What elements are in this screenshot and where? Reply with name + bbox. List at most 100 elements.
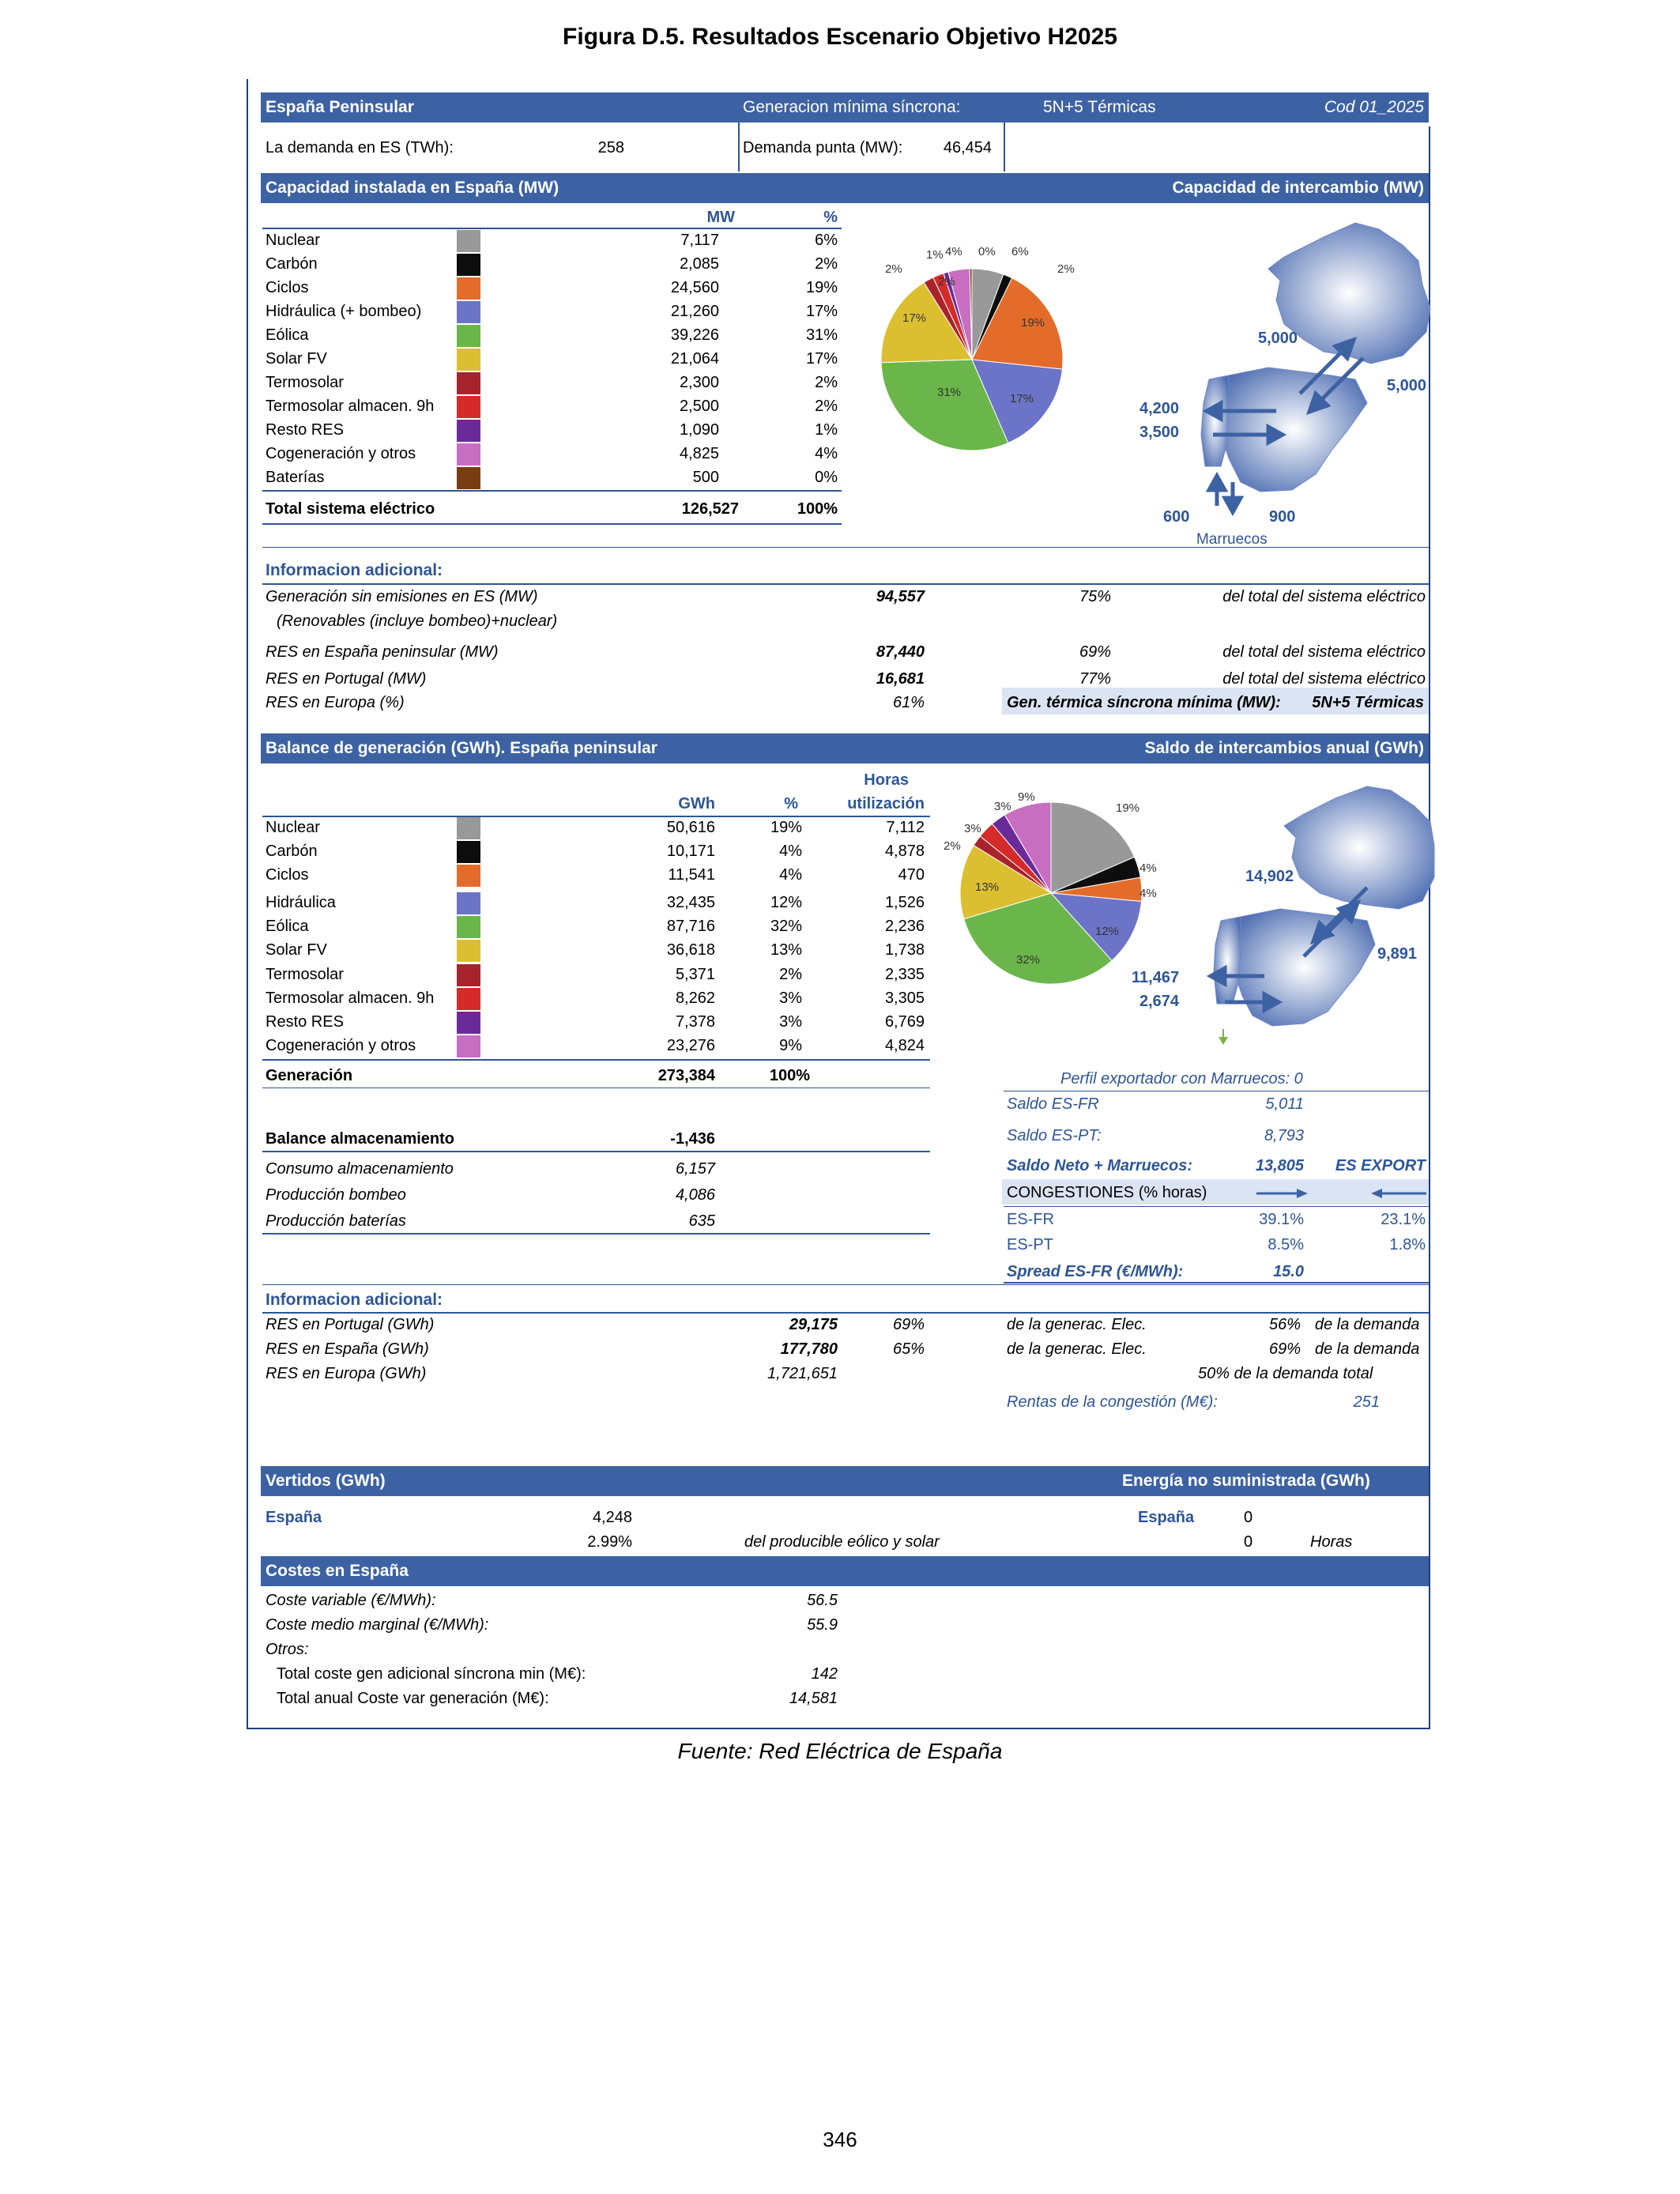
pie-label: 4%	[1139, 861, 1157, 875]
divider	[1004, 1206, 1429, 1207]
cap-row-name: Termosolar almacen. 9h	[266, 398, 435, 415]
bal-row-gwh: 8,262	[675, 990, 715, 1007]
pie-slice	[1004, 801, 1052, 895]
export-arrow-icon	[1297, 1189, 1308, 1198]
cap-row-pct: 2%	[815, 374, 838, 391]
divider	[262, 1284, 1429, 1285]
saldo-fr-label: Saldo ES-FR	[1007, 1095, 1099, 1113]
col-pct: %	[823, 209, 838, 226]
info1-row-pct: 77%	[1079, 670, 1111, 688]
cap-row-name: Termosolar	[266, 374, 344, 391]
bal-row-pct: 2%	[779, 966, 802, 983]
divider	[262, 1151, 930, 1152]
cap-row-pct: 31%	[805, 326, 838, 344]
info1-row-value: 94,557	[876, 588, 925, 605]
cap-row-mw: 1,090	[679, 421, 719, 439]
pie-label: 17%	[1010, 392, 1034, 405]
divider	[262, 1233, 930, 1235]
cap-row-swatch	[457, 230, 480, 252]
pie-slice	[971, 277, 1064, 370]
morocco-profile: Perfil exportador con Marruecos: 0	[1060, 1070, 1303, 1088]
bal-row-gwh: 32,435	[666, 894, 715, 911]
bal-row-hours: 4,824	[884, 1037, 925, 1054]
storage-row-label: Consumo almacenamiento	[266, 1160, 454, 1178]
bal-row-hours: 7,112	[886, 819, 925, 836]
bal-row-swatch	[457, 964, 480, 986]
gen-min-label: Generacion mínima síncrona:	[743, 98, 961, 116]
cap-row-name: Carbón	[266, 255, 318, 273]
bal-row-gwh: 36,618	[666, 941, 715, 959]
bal-row-name: Eólica	[266, 918, 309, 935]
pie-label: 32%	[1016, 953, 1041, 967]
spain-france-map-capacity	[1200, 222, 1431, 517]
cost-row-label: Coste medio marginal (€/MWh):	[266, 1616, 489, 1634]
cong-row-import: 23.1%	[1381, 1211, 1426, 1228]
storage-row-value: 635	[688, 1212, 715, 1230]
storage-row-label: Producción baterías	[266, 1212, 406, 1230]
vertidos-es-note: del producible eólico y solar	[744, 1533, 940, 1551]
vertidos-es-pct: 2.99%	[587, 1533, 632, 1551]
pt-import-capacity: 4,200	[1139, 400, 1180, 417]
divider	[262, 490, 842, 492]
cost-row-value: 142	[811, 1665, 838, 1683]
bal-row-hours: 3,305	[884, 990, 925, 1007]
frame-left-border	[247, 79, 248, 1729]
rent-label: Rentas de la congestión (M€):	[1007, 1393, 1218, 1411]
info2-row-value: 177,780	[780, 1340, 838, 1358]
ens-hours-label: Horas	[1310, 1533, 1353, 1551]
fr-export-capacity: 5,000	[1258, 330, 1298, 347]
rent-value: 251	[1353, 1393, 1380, 1411]
cap-row-mw: 24,560	[670, 279, 719, 296]
bal-row-swatch	[457, 988, 480, 1010]
ma-export-capacity: 900	[1269, 508, 1296, 526]
exchange-balance-title: Saldo de intercambios anual (GWh)	[1144, 739, 1424, 757]
bal-row-hours: 2,236	[884, 918, 925, 935]
eu-res-gwh-value: 1,721,651	[767, 1365, 838, 1382]
header-band: España Peninsular Generacion mínima sínc…	[261, 92, 1429, 123]
spread-value: 15.0	[1273, 1263, 1304, 1280]
bal-row-swatch	[457, 940, 480, 962]
bal-row-swatch	[457, 1035, 480, 1057]
cong-row-export: 8.5%	[1268, 1236, 1304, 1253]
pie-label: 17%	[902, 311, 927, 325]
demand-value: 258	[597, 139, 624, 156]
pie-label: 2%	[938, 275, 955, 288]
divider	[262, 228, 842, 229]
divider	[262, 816, 930, 817]
bal-row-name: Cogeneración y otros	[266, 1037, 416, 1054]
demand-label: La demanda en ES (TWh):	[266, 139, 454, 156]
bal-row-swatch	[457, 892, 480, 914]
info1-row-label: RES en España peninsular (MW)	[266, 643, 499, 661]
cap-row-swatch	[457, 420, 480, 442]
pie-label: 12%	[1095, 925, 1120, 938]
bal-row-pct: 3%	[779, 1013, 802, 1031]
cap-row-pct: 6%	[815, 232, 838, 249]
import-arrow-icon	[1371, 1189, 1382, 1198]
cap-row-mw: 21,064	[670, 350, 719, 368]
bal-row-name: Hidráulica	[266, 894, 336, 911]
bal-row-hours: 1,738	[884, 941, 925, 959]
bal-row-name: Solar FV	[266, 941, 327, 959]
cap-row-pct: 0%	[815, 469, 838, 486]
info2-row-pct: 69%	[892, 1316, 925, 1333]
info1-row-label: RES en Portugal (MW)	[266, 670, 427, 688]
cong-row-import: 1.8%	[1389, 1236, 1426, 1253]
storage-row-value: 4,086	[675, 1186, 715, 1204]
eu-res-value: 61%	[892, 694, 925, 711]
bal-row-gwh: 10,171	[666, 843, 715, 860]
pie-slice	[880, 359, 1009, 451]
eu-res-label: RES en Europa (%)	[266, 694, 405, 711]
info1-row-label: Generación sin emisiones en ES (MW)	[266, 588, 538, 605]
cap-total-mw: 126,527	[681, 500, 739, 518]
gen-min-box-value: 5N+5 Térmicas	[1312, 694, 1424, 711]
frame-right-border	[1429, 126, 1430, 1729]
cap-row-pct: 2%	[815, 255, 838, 273]
cap-row-mw: 39,226	[670, 326, 719, 344]
bal-row-pct: 3%	[779, 990, 802, 1007]
cap-row-swatch	[457, 349, 480, 371]
info2-row-pct2: 69%	[1268, 1340, 1301, 1358]
cap-row-mw: 500	[692, 469, 719, 486]
bal-row-swatch	[457, 817, 480, 839]
ma-import-capacity: 600	[1163, 508, 1190, 526]
info2-row-note2: de la demanda	[1315, 1316, 1420, 1333]
